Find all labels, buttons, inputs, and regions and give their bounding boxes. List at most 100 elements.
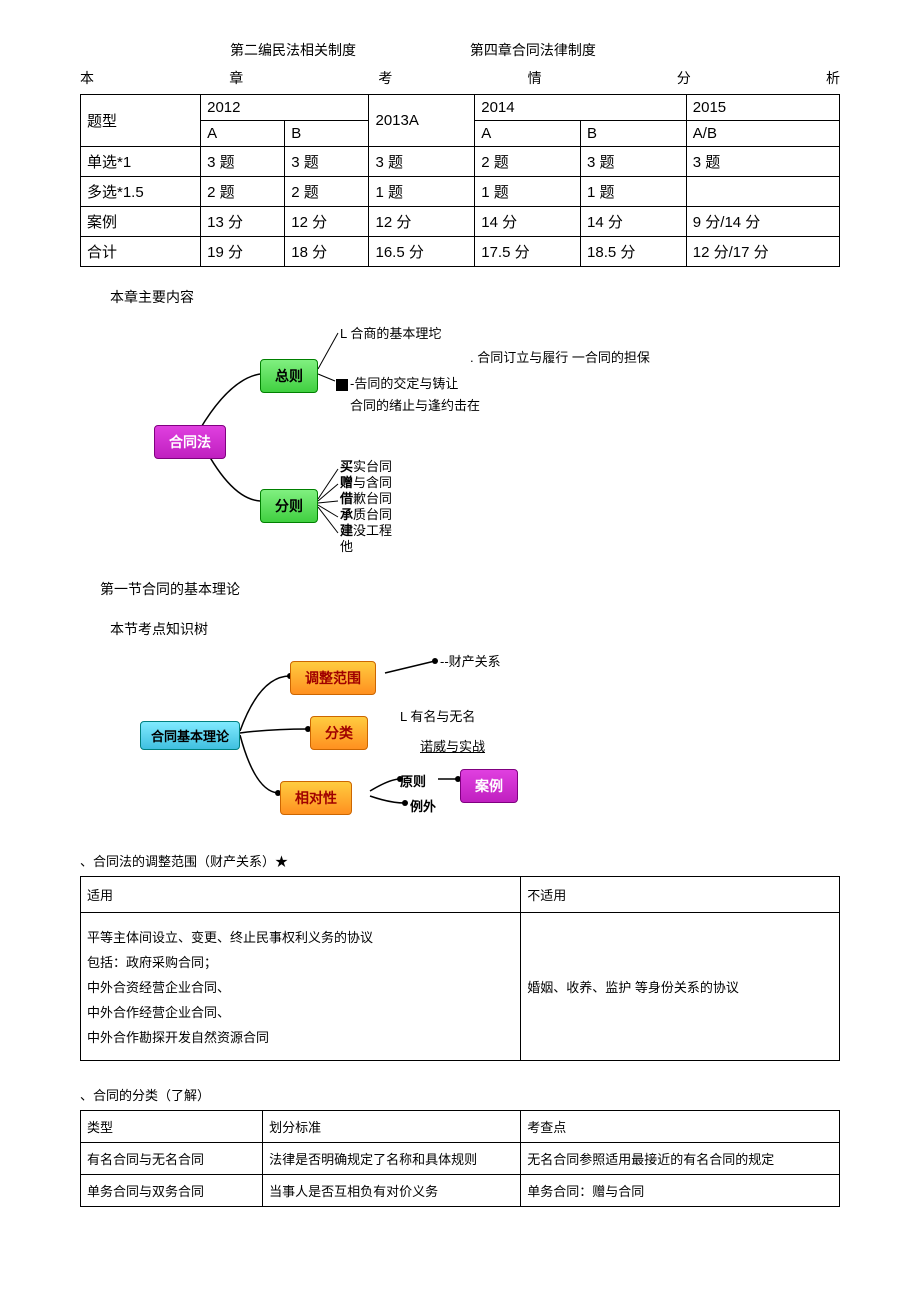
table-row: 平等主体间设立、变更、终止民事权利义务的协议 包括：政府采购合同； 中外合资经营… bbox=[81, 913, 840, 1061]
square-icon bbox=[336, 379, 348, 391]
th-ab: A/B bbox=[686, 121, 839, 147]
th-a: A bbox=[201, 121, 285, 147]
list-item: 中外合作经营企业合同、 bbox=[87, 1002, 514, 1021]
doc-header: 第二编民法相关制度 第四章合同法律制度 bbox=[80, 40, 840, 60]
cell: 有名合同与无名合同 bbox=[81, 1143, 263, 1175]
node-scope: 调整范围 bbox=[290, 661, 376, 695]
dia-text: --财产关系 bbox=[440, 651, 501, 670]
header-right: 第四章合同法律制度 bbox=[470, 40, 596, 60]
spread-3: 情 bbox=[528, 68, 542, 88]
cell: 13 分 bbox=[201, 207, 285, 237]
node-specific: 分则 bbox=[260, 489, 318, 523]
th-type: 题型 bbox=[81, 95, 201, 147]
cell: 16.5 分 bbox=[369, 237, 475, 267]
node-case: 案例 bbox=[460, 769, 518, 803]
th-b: B bbox=[285, 121, 369, 147]
table-row: 有名合同与无名合同 法律是否明确规定了名称和具体规则 无名合同参照适用最接近的有… bbox=[81, 1143, 840, 1175]
cell: 12 分 bbox=[285, 207, 369, 237]
node-general: 总则 bbox=[260, 359, 318, 393]
cell: 3 题 bbox=[581, 147, 687, 177]
cell: 案例 bbox=[81, 207, 201, 237]
spread-5: 析 bbox=[826, 68, 840, 88]
th: 划分标准 bbox=[263, 1111, 521, 1143]
th: 类型 bbox=[81, 1111, 263, 1143]
cell: 14 分 bbox=[475, 207, 581, 237]
chapter-analysis-title: 本 章 考 情 分 析 bbox=[80, 68, 840, 88]
th-2014: 2014 bbox=[475, 95, 687, 121]
dia-text: 合同的绪止与逢约击在 bbox=[350, 395, 480, 414]
table-row: 单选*1 3 题 3 题 3 题 2 题 3 题 3 题 bbox=[81, 147, 840, 177]
dia-text: . 合同订立与履行 一合同的担保 bbox=[470, 347, 650, 366]
contract-types-stack: 买实台同 赠与含同 借歉台同 承质台同 建没工程 他 bbox=[340, 459, 392, 555]
cell: 3 题 bbox=[201, 147, 285, 177]
list-item: 包括：政府采购合同； bbox=[87, 952, 514, 971]
cell: 2 题 bbox=[285, 177, 369, 207]
th-a2: A bbox=[475, 121, 581, 147]
table-row: 单务合同与双务合同 当事人是否互相负有对价义务 单务合同：赠与合同 bbox=[81, 1175, 840, 1207]
th: 考查点 bbox=[521, 1111, 840, 1143]
cell: 单务合同：赠与合同 bbox=[521, 1175, 840, 1207]
cell: 多选*1.5 bbox=[81, 177, 201, 207]
section-1-subtitle: 本节考点知识树 bbox=[110, 619, 840, 639]
cell: 3 题 bbox=[686, 147, 839, 177]
cell: 19 分 bbox=[201, 237, 285, 267]
list-item: 平等主体间设立、变更、终止民事权利义务的协议 bbox=[87, 927, 514, 946]
basic-theory-diagram: 合同基本理论 调整范围 分类 相对性 案例 --财产关系 L 有名与无名 诺威与… bbox=[140, 651, 840, 831]
cell: 12 分/17 分 bbox=[686, 237, 839, 267]
table-row: 题型 2012 2013A 2014 2015 bbox=[81, 95, 840, 121]
dia-text: 例外 bbox=[410, 796, 436, 815]
cell: 法律是否明确规定了名称和具体规则 bbox=[263, 1143, 521, 1175]
th-2012: 2012 bbox=[201, 95, 369, 121]
apply-list: 平等主体间设立、变更、终止民事权利义务的协议 包括：政府采购合同； 中外合资经营… bbox=[81, 913, 521, 1061]
exam-stats-table: 题型 2012 2013A 2014 2015 A B A B A/B 单选*1… bbox=[80, 94, 840, 267]
cell: 单务合同与双务合同 bbox=[81, 1175, 263, 1207]
cell: 17.5 分 bbox=[475, 237, 581, 267]
cell bbox=[686, 177, 839, 207]
dia-text: 原则 bbox=[400, 771, 426, 790]
cell: 1 题 bbox=[581, 177, 687, 207]
dia-text: L 有名与无名 bbox=[400, 706, 475, 725]
th-2015: 2015 bbox=[686, 95, 839, 121]
header-left: 第二编民法相关制度 bbox=[230, 40, 356, 60]
cell: 当事人是否互相负有对价义务 bbox=[263, 1175, 521, 1207]
cell: 2 题 bbox=[475, 147, 581, 177]
cell: 1 题 bbox=[475, 177, 581, 207]
cell: 1 题 bbox=[369, 177, 475, 207]
spread-4: 分 bbox=[677, 68, 691, 88]
list-item: 中外合资经营企业合同、 bbox=[87, 977, 514, 996]
cell: 单选*1 bbox=[81, 147, 201, 177]
table-row: 适用 不适用 bbox=[81, 877, 840, 913]
table-row: 合计 19 分 18 分 16.5 分 17.5 分 18.5 分 12 分/1… bbox=[81, 237, 840, 267]
scope-table: 适用 不适用 平等主体间设立、变更、终止民事权利义务的协议 包括：政府采购合同；… bbox=[80, 876, 840, 1061]
cell: 3 题 bbox=[285, 147, 369, 177]
th-apply: 适用 bbox=[81, 877, 521, 913]
notapply-text: 婚姻、收养、监护 等身份关系的协议 bbox=[521, 913, 840, 1061]
spread-0: 本 bbox=[80, 68, 94, 88]
main-content-title: 本章主要内容 bbox=[110, 287, 840, 307]
th-notapply: 不适用 bbox=[521, 877, 840, 913]
table-row: 类型 划分标准 考查点 bbox=[81, 1111, 840, 1143]
dia-text: L 合商的基本理坨 bbox=[340, 323, 441, 342]
cell: 9 分/14 分 bbox=[686, 207, 839, 237]
spread-1: 章 bbox=[229, 68, 243, 88]
node-root: 合同法 bbox=[140, 419, 240, 465]
cell: 合计 bbox=[81, 237, 201, 267]
contract-law-diagram: 合同法 总则 分则 L 合商的基本理坨 . 合同订立与履行 一合同的担保 -告同… bbox=[140, 319, 840, 559]
node-classify: 分类 bbox=[310, 716, 368, 750]
subsection-classify: 、合同的分类（了解） bbox=[80, 1085, 840, 1104]
cell: 14 分 bbox=[581, 207, 687, 237]
classify-table: 类型 划分标准 考查点 有名合同与无名合同 法律是否明确规定了名称和具体规则 无… bbox=[80, 1110, 840, 1207]
cell: 12 分 bbox=[369, 207, 475, 237]
node-relativity: 相对性 bbox=[280, 781, 352, 815]
cell: 18 分 bbox=[285, 237, 369, 267]
list-item: 中外合作勘探开发自然资源合同 bbox=[87, 1027, 514, 1046]
cell: 18.5 分 bbox=[581, 237, 687, 267]
dia-text: 诺威与实战 bbox=[420, 736, 485, 755]
dia-text: -告同的交定与铸让 bbox=[336, 373, 458, 392]
cell: 3 题 bbox=[369, 147, 475, 177]
cell: 2 题 bbox=[201, 177, 285, 207]
spread-2: 考 bbox=[378, 68, 392, 88]
node-root: 合同基本理论 bbox=[140, 721, 240, 750]
subsection-scope: 、合同法的调整范围（财产关系）★ bbox=[80, 851, 840, 870]
cell: 无名合同参照适用最接近的有名合同的规定 bbox=[521, 1143, 840, 1175]
